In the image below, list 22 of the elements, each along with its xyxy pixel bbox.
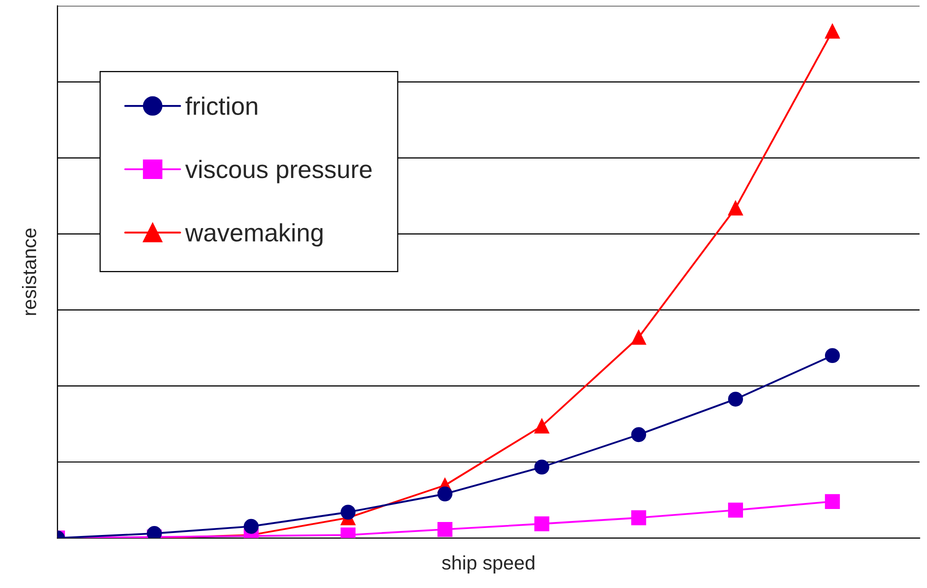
x-axis-title: ship speed: [442, 555, 534, 574]
point: [824, 24, 840, 39]
point: [728, 502, 743, 518]
point: [244, 518, 259, 534]
point: [728, 392, 743, 407]
legend-label: wavemaking: [185, 223, 322, 247]
point: [631, 427, 646, 442]
point: [824, 348, 840, 364]
y-axis-title: resistance: [22, 228, 36, 315]
point: [631, 330, 646, 345]
point: [437, 486, 452, 502]
point: [146, 526, 162, 538]
point: [824, 494, 840, 509]
point: [728, 200, 743, 216]
point: [340, 504, 356, 520]
point: [534, 460, 550, 475]
point: [437, 522, 452, 537]
point: [534, 418, 550, 434]
legend-label: viscous pressure: [185, 160, 372, 184]
point: [631, 510, 646, 526]
legend-label: friction: [186, 96, 258, 115]
point: [534, 516, 550, 532]
